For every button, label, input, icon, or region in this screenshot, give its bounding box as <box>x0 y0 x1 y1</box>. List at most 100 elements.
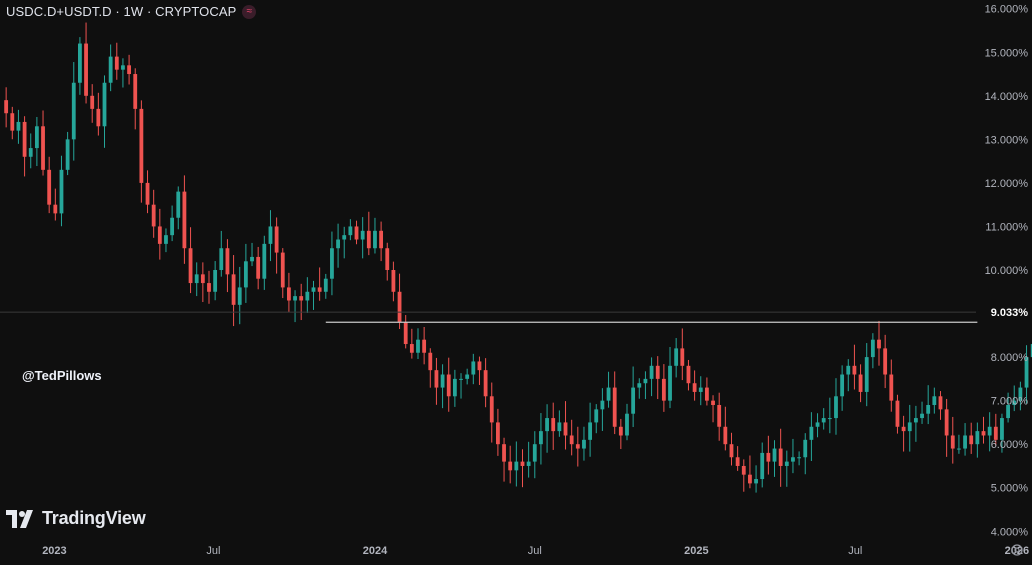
candle-body <box>151 204 156 227</box>
candle <box>268 210 273 262</box>
candle-body <box>96 108 101 127</box>
candle <box>483 358 488 408</box>
candle <box>409 328 414 359</box>
candle <box>889 359 894 412</box>
candle-body <box>895 400 900 427</box>
candle <box>360 217 365 259</box>
candle <box>631 366 636 428</box>
candle <box>22 116 27 177</box>
candle-body <box>545 418 549 432</box>
candle-body <box>287 287 291 301</box>
candle-body <box>778 448 783 466</box>
candle-body <box>686 365 691 384</box>
candle-body <box>735 457 740 466</box>
settings-icon[interactable] <box>1010 543 1024 557</box>
symbol-title[interactable]: USDC.D+USDT.D · 1W · CRYPTOCAP ≈ <box>6 4 257 19</box>
candle <box>877 320 881 366</box>
candle <box>65 131 70 176</box>
candle-body <box>1006 405 1011 419</box>
candle-body <box>557 422 562 432</box>
candle-body <box>416 339 420 353</box>
candle-body <box>207 283 211 292</box>
candle <box>16 109 21 144</box>
candle-body <box>428 352 433 371</box>
candle-body <box>975 431 980 445</box>
candle <box>612 371 617 435</box>
candle <box>391 261 396 302</box>
candle-body <box>348 226 353 236</box>
candle <box>59 155 64 227</box>
candle-body <box>612 387 617 427</box>
candle <box>717 392 722 441</box>
candle-body <box>827 418 832 420</box>
candle <box>502 437 506 482</box>
candle <box>637 378 642 399</box>
candle <box>182 175 187 264</box>
candle <box>901 415 906 452</box>
candle-body <box>526 461 531 466</box>
candle-body <box>317 287 322 292</box>
time-tick-label: Jul <box>848 545 862 557</box>
price-axis[interactable]: 16.000% 15.000% 14.000% 13.000% 12.000% 11.00… <box>0 4 1028 539</box>
candle <box>305 277 310 314</box>
candle <box>243 243 248 303</box>
symbol-title-text: USDC.D+USDT.D · 1W · CRYPTOCAP <box>6 4 237 19</box>
candle-body <box>1012 400 1017 405</box>
price-tick-label: 6.000% <box>991 439 1029 451</box>
time-axis[interactable]: 2023 Jul 2024 Jul 2025 Jul 2026 <box>42 545 1029 557</box>
candle-body <box>489 396 494 423</box>
candle <box>231 255 236 327</box>
candle-body <box>575 444 580 449</box>
candle-body <box>1024 357 1029 388</box>
candle <box>139 100 144 203</box>
candle <box>342 226 347 259</box>
candle-body <box>698 387 703 392</box>
candle <box>668 346 672 409</box>
candle-body <box>834 396 838 419</box>
candle <box>78 37 82 95</box>
candle-body <box>108 56 113 83</box>
candle-body <box>4 100 9 114</box>
candle <box>723 406 728 451</box>
candle-body <box>459 378 463 380</box>
candle <box>293 290 297 323</box>
candle-body <box>1030 344 1032 358</box>
candle <box>563 401 568 450</box>
candle <box>200 262 205 303</box>
candle <box>920 401 924 424</box>
candle-body <box>170 217 175 236</box>
candle <box>993 413 998 446</box>
candle <box>366 211 371 256</box>
candle-body <box>883 348 888 375</box>
candle-body <box>440 374 445 388</box>
candle <box>539 413 543 465</box>
candle-body <box>852 365 857 375</box>
candle <box>446 357 451 412</box>
candle <box>655 356 660 400</box>
candle <box>797 451 802 466</box>
candle-body <box>643 378 648 384</box>
candle-body <box>188 248 193 284</box>
candle-body <box>932 396 937 405</box>
candle <box>170 205 175 242</box>
candle-body <box>692 383 697 392</box>
candle <box>262 235 267 290</box>
candle <box>10 106 15 140</box>
candle <box>495 408 500 456</box>
candle-body <box>385 248 390 270</box>
candle <box>618 418 623 450</box>
candle <box>47 156 52 214</box>
price-tick-label: 16.000% <box>985 4 1029 16</box>
candle <box>760 442 765 488</box>
candle-body <box>354 226 359 240</box>
candle <box>157 208 162 260</box>
candle <box>957 434 961 454</box>
wave-icon[interactable]: ≈ <box>242 4 257 19</box>
candle <box>96 92 101 136</box>
candle-body <box>969 435 974 445</box>
candle-body <box>379 230 384 249</box>
candle <box>330 231 334 296</box>
candle-body <box>280 252 285 288</box>
